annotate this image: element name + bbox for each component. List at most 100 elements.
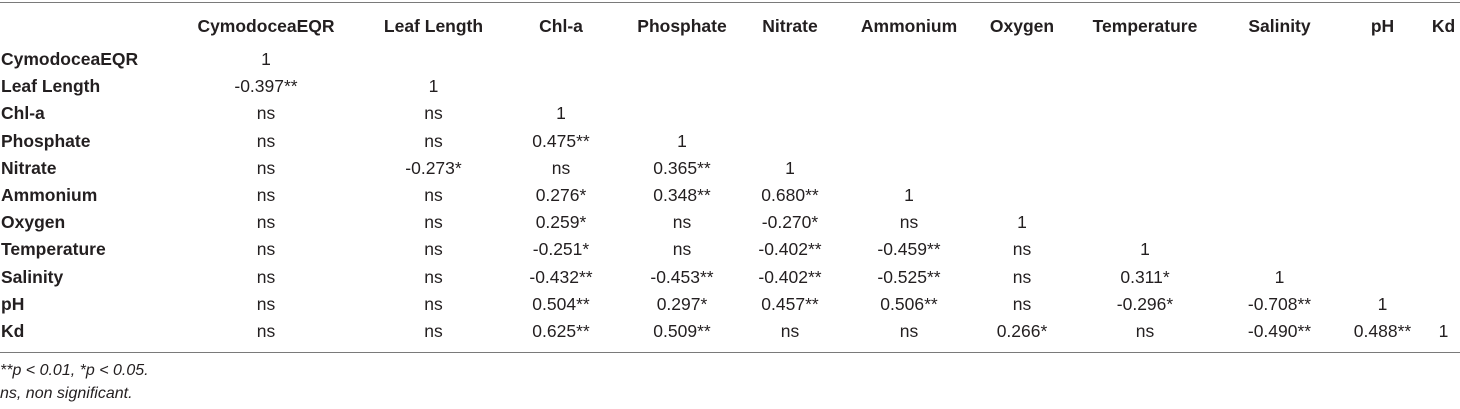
table-cell xyxy=(1069,155,1221,182)
column-header: Ammonium xyxy=(860,15,958,36)
table-body: CymodoceaEQR 1 Leaf Length -0.397** 1 Chl-a ns… xyxy=(0,46,1460,345)
table-cell xyxy=(1221,100,1338,127)
table-cell xyxy=(1338,128,1427,155)
table-cell: ns xyxy=(1012,239,1032,260)
table-cell: ns xyxy=(424,185,443,206)
table-cell xyxy=(737,73,843,100)
table-row: pH ns ns 0.504** 0.297* 0.457** 0.506** ns -0.29… xyxy=(0,291,1460,318)
table-cell xyxy=(737,46,843,73)
table-row: Kd ns ns 0.625** 0.509** ns ns 0.266* ns -0.490**… xyxy=(0,318,1460,345)
table-cell: -0.273* xyxy=(405,157,462,178)
table-row: Chl-a ns ns 1 xyxy=(0,100,1460,127)
row-label: Phosphate xyxy=(1,130,91,151)
table-cell: ns xyxy=(424,239,443,260)
table-cell xyxy=(843,46,975,73)
table-cell: -0.490** xyxy=(1247,320,1312,341)
table-cell: 0.504** xyxy=(532,293,590,314)
table-cell: ns xyxy=(424,293,443,314)
row-label: Salinity xyxy=(1,266,64,287)
table-cell: 1 xyxy=(556,103,566,124)
table-cell xyxy=(1427,73,1460,100)
table-cell xyxy=(1338,46,1427,73)
table-cell: 0.311* xyxy=(1120,266,1170,287)
table-cell xyxy=(627,46,737,73)
table-cell xyxy=(1069,100,1221,127)
column-header: Nitrate xyxy=(762,15,818,36)
table-cell: ns xyxy=(1135,320,1155,341)
table-cell: -0.270* xyxy=(761,212,819,233)
table-cell xyxy=(1338,182,1427,209)
table-cell: 0.457** xyxy=(761,293,819,314)
table-cell: 0.266* xyxy=(996,320,1048,341)
row-label: Temperature xyxy=(1,239,106,260)
table-cell: -0.525** xyxy=(877,266,941,287)
table-cell: ns xyxy=(899,212,919,233)
table-cell: 1 xyxy=(261,49,271,70)
table-row: Nitrate ns -0.273* ns 0.365** 1 xyxy=(0,155,1460,182)
table-cell xyxy=(1338,73,1427,100)
table-row: Leaf Length -0.397** 1 xyxy=(0,73,1460,100)
table-cell: ns xyxy=(256,266,276,287)
table-cell: 1 xyxy=(785,157,795,178)
table-cell xyxy=(1221,46,1338,73)
table-cell: -0.453** xyxy=(650,266,714,287)
table-cell xyxy=(1221,182,1338,209)
table-cell: ns xyxy=(256,293,276,314)
table-cell: 0.509** xyxy=(653,320,711,341)
table-row: Temperature ns ns -0.251* ns -0.402** -0.459**… xyxy=(0,236,1460,263)
table-cell xyxy=(495,73,627,100)
table-cell xyxy=(1427,209,1460,236)
table-cell: ns xyxy=(672,239,692,260)
table-cell: 1 xyxy=(1017,212,1027,233)
table-cell: ns xyxy=(672,212,692,233)
ns-footnote: ns, non significant. xyxy=(0,385,133,402)
table-cell: 0.297* xyxy=(656,293,708,314)
table-footnotes: **p < 0.01, *p < 0.05. ns, non significa… xyxy=(0,359,149,405)
table-cell xyxy=(1427,264,1460,291)
table-cell: 1 xyxy=(1438,320,1449,341)
table-cell: ns xyxy=(256,212,276,233)
table-cell xyxy=(627,73,737,100)
header-corner xyxy=(0,6,160,46)
table-cell: -0.251* xyxy=(532,239,590,260)
table-cell xyxy=(975,73,1069,100)
table-cell: -0.459** xyxy=(877,239,941,260)
table-row: Ammonium ns ns 0.276* 0.348** 0.680** 1 xyxy=(0,182,1460,209)
table-cell: ns xyxy=(256,239,276,260)
row-label: Kd xyxy=(1,320,25,341)
table-cell xyxy=(372,46,495,73)
table-cell: 1 xyxy=(1377,293,1388,314)
table-row: Phosphate ns ns 0.475** 1 xyxy=(0,128,1460,155)
table-row: Salinity ns ns -0.432** -0.453** -0.402** -0.5… xyxy=(0,264,1460,291)
table-cell: ns xyxy=(424,103,443,124)
table-cell xyxy=(1069,46,1221,73)
table-cell xyxy=(975,182,1069,209)
table-cell xyxy=(1221,236,1338,263)
table-cell xyxy=(843,155,975,182)
table-cell xyxy=(975,128,1069,155)
table-cell xyxy=(1069,182,1221,209)
table-cell: -0.708** xyxy=(1247,293,1312,314)
row-label: Ammonium xyxy=(1,185,98,206)
table-cell xyxy=(737,100,843,127)
table-cell xyxy=(1338,100,1427,127)
table-cell: 0.488** xyxy=(1353,320,1412,341)
column-header: Chl-a xyxy=(539,15,583,36)
table-cell xyxy=(1338,236,1427,263)
table-cell xyxy=(843,128,975,155)
table-cell: ns xyxy=(551,157,571,178)
table-cell: -0.296* xyxy=(1116,293,1174,314)
table-cell: ns xyxy=(256,185,276,206)
table-cell: 1 xyxy=(1274,266,1285,287)
table-cell xyxy=(1338,264,1427,291)
table-cell: ns xyxy=(1012,266,1032,287)
table-cell: -0.402** xyxy=(758,239,822,260)
table-cell: ns xyxy=(424,212,443,233)
table-cell xyxy=(1427,182,1460,209)
table-cell xyxy=(1221,128,1338,155)
table-cell: 0.475** xyxy=(532,130,590,151)
table-cell xyxy=(975,100,1069,127)
table-cell: 1 xyxy=(428,76,439,97)
column-header: Temperature xyxy=(1092,15,1198,36)
table-cell: ns xyxy=(899,320,919,341)
